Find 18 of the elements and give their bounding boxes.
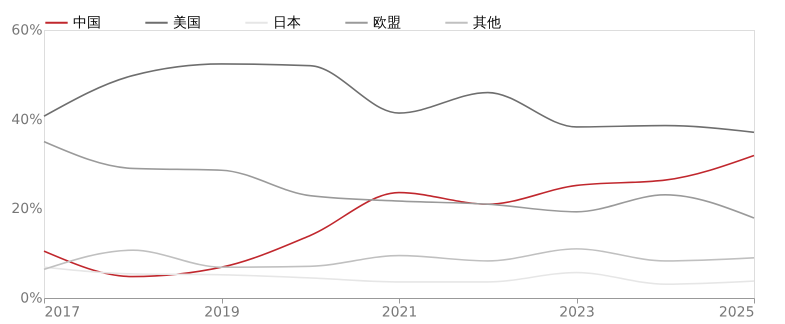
x-tick-label: 2017	[44, 304, 80, 320]
legend-label: 其他	[473, 14, 501, 31]
legend-label: 中国	[73, 14, 101, 31]
x-tick-label: 2025	[718, 304, 754, 320]
y-tick-label: 40%	[11, 112, 42, 128]
x-tick-label: 2019	[204, 304, 240, 320]
legend-label: 欧盟	[373, 14, 401, 31]
legend-label: 美国	[173, 14, 201, 31]
line-series	[43, 140, 755, 219]
x-tick-label: 2023	[559, 304, 595, 320]
line-series	[43, 248, 755, 270]
y-tick-label: 60%	[11, 22, 42, 38]
y-tick-label: 20%	[11, 201, 42, 218]
x-tick-label: 2021	[382, 304, 418, 320]
y-tick-label: 0%	[20, 290, 42, 306]
legend-label: 日本	[273, 14, 301, 31]
line-series	[43, 154, 755, 278]
line-series	[43, 63, 755, 134]
